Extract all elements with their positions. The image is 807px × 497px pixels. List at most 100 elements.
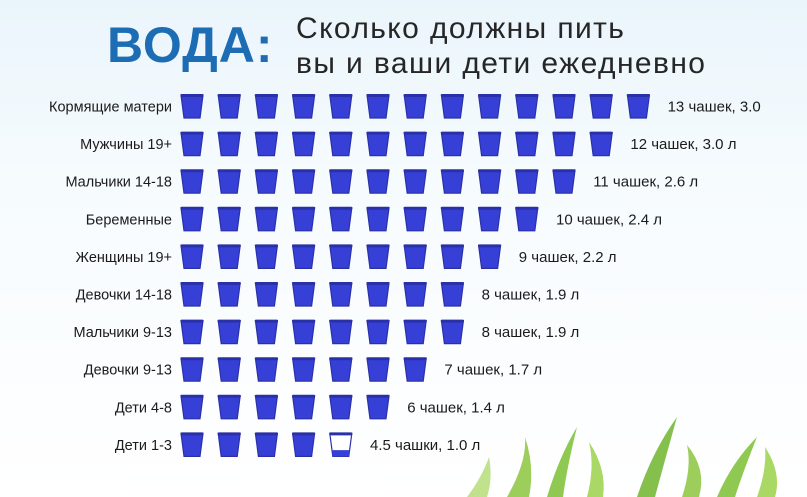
cup-icon (626, 94, 651, 119)
cup-icon (403, 94, 427, 119)
category-label: Девочки 14-18 (76, 288, 172, 304)
category-label: Девочки 9-13 (84, 363, 172, 379)
chart-row: Девочки 14-18 8 чашек, 1.9 л (76, 282, 580, 307)
cup-icon (515, 131, 539, 157)
cup-icon (329, 244, 353, 269)
cup-icon (366, 206, 390, 232)
cup-icon (254, 357, 279, 382)
grass-decoration (467, 417, 778, 497)
cup-icon (477, 131, 502, 157)
cup-icon (440, 131, 465, 157)
cup-icon (477, 244, 502, 269)
chart-row: Беременные 10 чашек, 2.4 л (86, 206, 662, 232)
cup-icon (254, 169, 279, 194)
cup-icon (217, 432, 241, 457)
chart-row: Мужчины 19+ 12 чашек, 3.0 л (80, 131, 736, 157)
value-label: 12 чашек, 3.0 л (630, 136, 736, 153)
value-label: 8 чашек, 1.9 л (482, 287, 580, 304)
cup-icon (254, 282, 279, 307)
cup-icon (217, 131, 241, 157)
cup-icon (180, 244, 204, 269)
category-label: Мальчики 14-18 (65, 175, 172, 191)
category-label: Беременные (86, 212, 172, 228)
cup-icon (291, 319, 316, 345)
cup-icon (366, 357, 390, 382)
cup-icon (477, 206, 502, 232)
cup-icon (515, 206, 539, 232)
cup-icon (180, 282, 204, 307)
value-label: 8 чашек, 1.9 л (482, 324, 580, 341)
cup-icon (403, 244, 427, 269)
cup-icon (291, 432, 316, 457)
cup-icon (589, 94, 613, 119)
chart-row: Кормящие матери 13 чашек, 3.0 (49, 94, 761, 119)
cup-icon (329, 432, 353, 457)
cup-icon (291, 244, 316, 269)
chart-row: Дети 4-8 6 чашек, 1.4 л (115, 394, 505, 420)
cup-icon (552, 94, 576, 119)
cup-icon (440, 169, 465, 194)
cup-icon (217, 94, 241, 119)
cup-icon (329, 131, 353, 157)
cup-icon (254, 394, 279, 420)
title-subtitle-line1: Сколько должны пить (296, 12, 626, 45)
value-label: 13 чашек, 3.0 (668, 99, 761, 116)
cup-icon (291, 169, 316, 194)
cup-icon (589, 131, 613, 157)
title-main: ВОДА: (107, 17, 274, 73)
cup-icon (329, 94, 353, 119)
cup-icon (217, 394, 241, 420)
cup-icon (254, 206, 279, 232)
cup-icon (366, 131, 390, 157)
cup-icon (440, 282, 465, 307)
value-label: 10 чашек, 2.4 л (556, 211, 662, 228)
cup-icon (254, 319, 279, 345)
cup-icon (515, 169, 539, 194)
cup-icon (329, 394, 353, 420)
cup-icon (329, 319, 353, 345)
cup-icon (291, 282, 316, 307)
cup-icon (217, 206, 241, 232)
cup-icon (515, 94, 539, 119)
cup-icon (217, 357, 241, 382)
cup-icon (366, 282, 390, 307)
cup-icon (254, 432, 279, 457)
cup-icon (366, 394, 390, 420)
cup-icon (180, 94, 204, 119)
cup-icon (217, 244, 241, 269)
value-label: 11 чашек, 2.6 л (593, 174, 698, 191)
cup-icon (552, 131, 576, 157)
cup-icon (291, 206, 316, 232)
cup-icon (403, 319, 427, 345)
cup-icon (329, 357, 353, 382)
cup-icon (403, 131, 427, 157)
cup-icon (403, 169, 427, 194)
cup-icon (440, 244, 465, 269)
cup-icon (217, 319, 241, 345)
cup-icon (440, 94, 465, 119)
cup-icon (180, 432, 204, 457)
cup-icon (477, 169, 502, 194)
chart-row: Девочки 9-13 7 чашек, 1.7 л (84, 357, 542, 382)
cup-icon (180, 319, 204, 345)
cup-icon (440, 206, 465, 232)
chart-row: Женщины 19+ 9 чашек, 2.2 л (76, 244, 617, 269)
value-label: 9 чашек, 2.2 л (519, 249, 617, 266)
cup-icon (403, 206, 427, 232)
category-label: Дети 4-8 (115, 400, 172, 416)
cup-icon (366, 319, 390, 345)
cup-icon (366, 244, 390, 269)
cup-icon (217, 282, 241, 307)
chart-row: Дети 1-3 4.5 чашки, 1.0 л (115, 432, 480, 457)
cup-icon (180, 169, 204, 194)
cup-icon (366, 94, 390, 119)
cup-icon (291, 394, 316, 420)
cup-icon (180, 206, 204, 232)
category-label: Кормящие матери (49, 100, 172, 116)
cup-icon (403, 282, 427, 307)
chart-row: Мальчики 9-13 8 чашек, 1.9 л (74, 319, 580, 345)
category-label: Женщины 19+ (76, 250, 172, 266)
cup-icon (403, 357, 427, 382)
